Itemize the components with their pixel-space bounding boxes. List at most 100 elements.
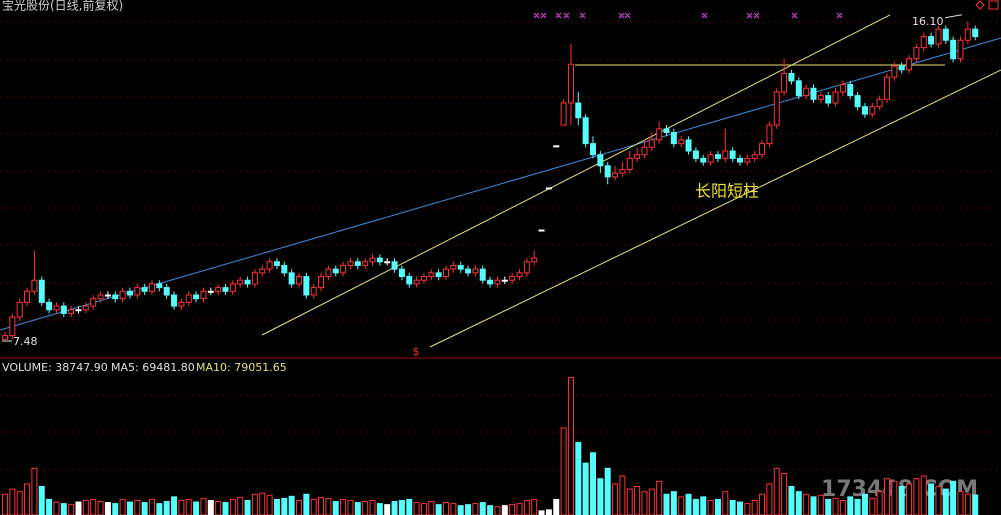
candle-body (68, 309, 75, 314)
volume-bar (788, 485, 795, 515)
volume-bar (898, 485, 905, 515)
ma5-label: MA5: 69481.80 (111, 361, 195, 374)
volume-bar (193, 501, 200, 515)
candle-body (663, 128, 670, 134)
volume-bar (795, 491, 802, 515)
volume-bar (60, 503, 67, 515)
candle-body (582, 117, 589, 145)
volume-bar (406, 498, 413, 515)
candle-body (318, 276, 325, 289)
candle-body (773, 91, 780, 126)
candle-body (126, 290, 133, 296)
candle-body (24, 290, 31, 303)
candle-body (700, 157, 707, 163)
volume-bar (538, 510, 545, 515)
candle-body (634, 154, 641, 159)
volume-bar (545, 509, 552, 515)
high-label: 16.10 (912, 15, 944, 28)
volume-bar (663, 493, 670, 515)
volume-bar (149, 498, 155, 515)
candle-body (207, 290, 214, 293)
candle-body (560, 102, 567, 126)
candle-body (678, 139, 685, 145)
candle-body (641, 146, 648, 156)
candle-body (825, 95, 832, 104)
candle-body (619, 168, 626, 174)
volume-bar (207, 499, 214, 515)
candle-body (413, 279, 420, 285)
volume-bar (465, 504, 472, 515)
volume-bar (509, 504, 516, 515)
volume-bar (832, 497, 839, 515)
volume-bar (876, 491, 883, 515)
volume-bar (825, 498, 832, 515)
candle-body (839, 84, 846, 93)
candle-body (509, 276, 516, 281)
candle-body (281, 264, 288, 274)
volume-bar (237, 496, 244, 515)
volume-bar (575, 441, 582, 515)
candle-body (443, 268, 449, 278)
volume-bar (612, 483, 619, 515)
candle-body (97, 294, 104, 300)
candle-body (428, 272, 435, 278)
volume-bar (163, 501, 170, 515)
candle-body (171, 294, 178, 307)
candle-body (369, 257, 376, 263)
volume-bar (560, 427, 567, 515)
candle-body (347, 261, 354, 266)
volume-bar (296, 499, 302, 515)
candle-body (2, 335, 8, 340)
candle-body (575, 102, 582, 119)
volume-bar (119, 498, 126, 515)
volume-bar (9, 488, 16, 515)
candle-body (38, 279, 45, 303)
icon (988, 0, 999, 10)
candle-body (531, 257, 538, 263)
candle-body (288, 272, 295, 285)
corner-icons (975, 0, 999, 10)
candle-body (391, 261, 398, 270)
candle-body (251, 272, 258, 285)
volume-bar (935, 485, 942, 515)
trend-line (0, 37, 1001, 331)
volume-bar (634, 485, 641, 515)
candle-body (104, 294, 111, 297)
volume-bar (185, 498, 192, 515)
volume-bar (582, 462, 589, 515)
candle-body (788, 72, 795, 82)
volume-bar (928, 483, 935, 515)
candle-body (82, 305, 89, 311)
candle-body (692, 150, 699, 159)
signal-markers (533, 12, 843, 19)
candle-body (832, 91, 839, 104)
candle-body (325, 268, 332, 278)
volume-bar (178, 499, 185, 515)
volume-bar (737, 501, 743, 515)
volume-bar (16, 491, 23, 515)
volume-bar (597, 478, 604, 515)
volume-bar (222, 502, 229, 515)
volume-bar (479, 502, 486, 515)
candle-body (465, 268, 472, 274)
volume-bar (413, 502, 420, 515)
candle-body (553, 145, 560, 148)
candle-body (376, 257, 383, 263)
volume-bar (714, 498, 721, 515)
volume-bar (38, 485, 45, 515)
volume-bar (759, 493, 766, 515)
volume-bar (972, 494, 979, 515)
candle-body (75, 309, 82, 312)
candle-body (545, 187, 552, 190)
candle-body (891, 65, 898, 78)
volume-bar (325, 497, 332, 515)
candle-body (759, 143, 766, 156)
candle-body (612, 172, 619, 178)
volume-bar (531, 498, 538, 515)
candle-body (920, 36, 927, 49)
candle-body (906, 58, 913, 71)
candle-body (193, 294, 200, 300)
candle-body (156, 283, 163, 289)
